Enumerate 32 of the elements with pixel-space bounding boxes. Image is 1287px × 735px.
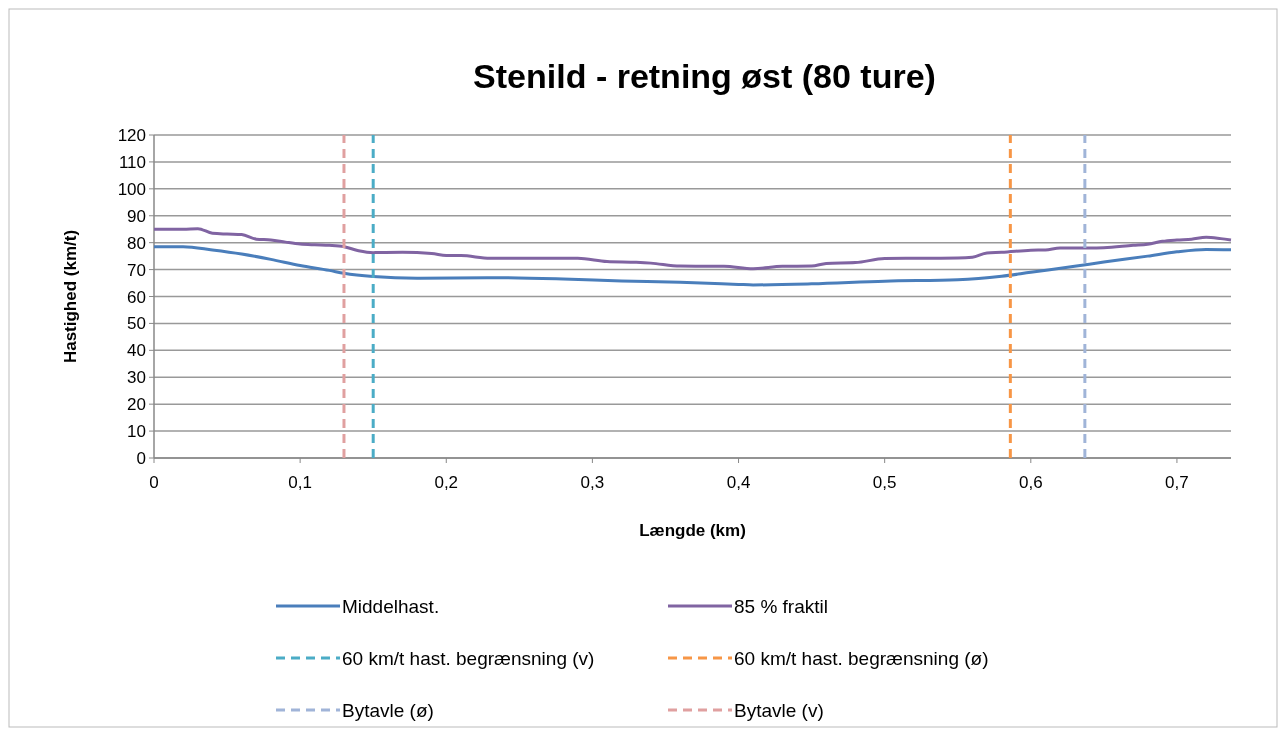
x-tick-label: 0,4 bbox=[726, 473, 751, 492]
x-axis-title: Længde (km) bbox=[639, 521, 746, 540]
line-series bbox=[152, 245, 1233, 287]
chart-title: Stenild - retning øst (80 ture) bbox=[473, 57, 936, 95]
y-tick-label: 20 bbox=[127, 395, 146, 415]
y-tick-label: 0 bbox=[136, 449, 146, 468]
legend-label: Bytavle (v) bbox=[734, 700, 824, 721]
legend-label: 60 km/t hast. begrænsning (ø) bbox=[734, 648, 989, 669]
line-series bbox=[152, 227, 1233, 271]
x-tick-label: 0,1 bbox=[288, 473, 312, 492]
x-tick-label: 0,5 bbox=[872, 473, 897, 492]
y-axis-title: Hastighed (km/t) bbox=[61, 229, 80, 364]
y-tick-label: 110 bbox=[118, 152, 146, 172]
y-tick-label: 70 bbox=[127, 260, 146, 280]
y-tick-label: 10 bbox=[127, 422, 146, 442]
y-tick-label: 50 bbox=[127, 314, 146, 334]
x-tick-label: 0,3 bbox=[580, 473, 605, 492]
y-tick-label: 100 bbox=[117, 179, 146, 199]
x-tick-label: 0,7 bbox=[1165, 473, 1189, 492]
y-tick-label: 90 bbox=[127, 206, 146, 226]
legend-label: 85 % fraktil bbox=[734, 596, 828, 617]
y-tick-label: 60 bbox=[127, 287, 146, 307]
legend-label: Bytavle (ø) bbox=[342, 700, 434, 721]
y-tick-label: 30 bbox=[127, 368, 146, 388]
y-tick-label: 80 bbox=[127, 233, 146, 253]
legend-label: Middelhast. bbox=[342, 596, 440, 617]
legend-label: 60 km/t hast. begrænsning (v) bbox=[342, 648, 595, 669]
y-tick-label: 120 bbox=[117, 126, 146, 145]
y-tick-label: 40 bbox=[127, 341, 146, 361]
x-tick-label: 0 bbox=[149, 473, 159, 492]
x-tick-label: 0,2 bbox=[434, 473, 459, 492]
x-tick-label: 0,6 bbox=[1018, 473, 1043, 492]
